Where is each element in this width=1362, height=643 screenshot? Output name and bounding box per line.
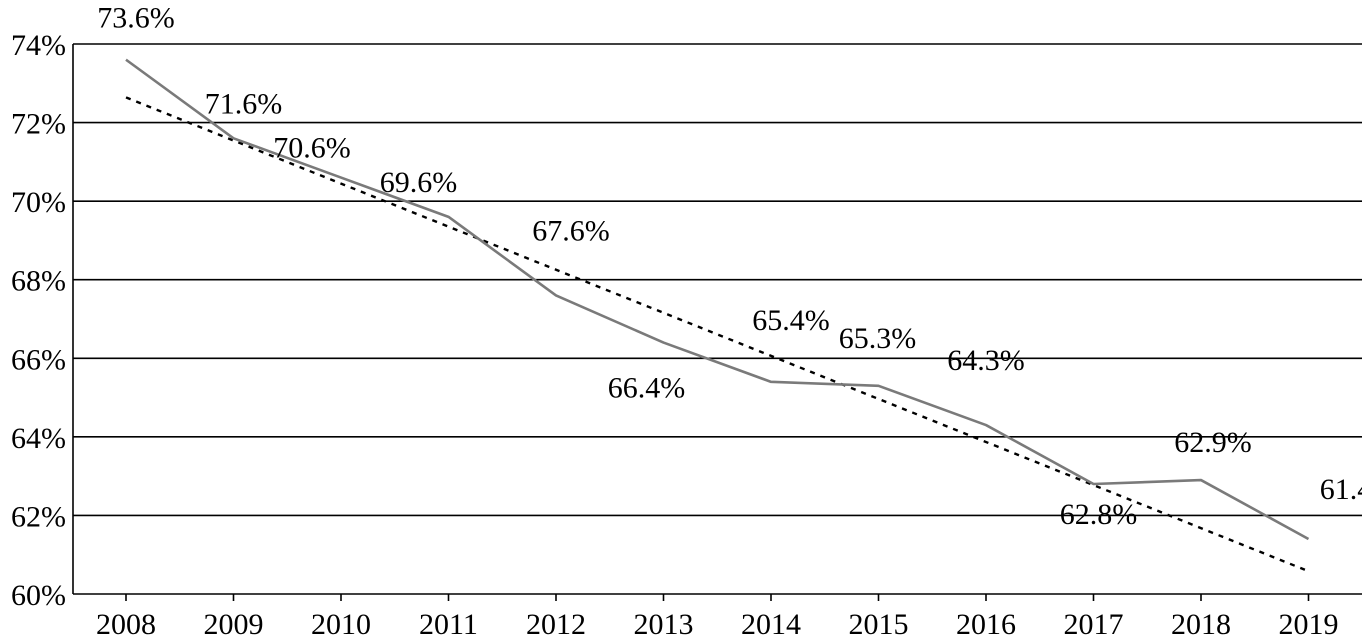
data-label: 66.4% (608, 372, 686, 405)
data-label: 67.6% (532, 214, 610, 247)
data-label: 70.6% (273, 132, 351, 165)
data-label: 62.9% (1174, 426, 1252, 459)
y-tick-label: 66% (11, 343, 66, 376)
y-tick-label: 64% (11, 422, 66, 455)
data-labels-group: 73.6% 71.6% 70.6% 69.6% 67.6% 66.4% 65.4% 65.3%… (97, 2, 1362, 531)
data-label: 61.4% (1320, 473, 1362, 506)
x-tick-label: 2012 (526, 608, 586, 638)
y-tick-label: 68% (11, 265, 66, 298)
data-label: 64.3% (947, 344, 1025, 377)
y-tick-label: 60% (11, 579, 66, 612)
y-tick-label: 74% (11, 29, 66, 62)
y-tick-label: 72% (11, 108, 66, 141)
data-label: 65.4% (752, 304, 830, 337)
gridlines (73, 43, 1362, 517)
data-label: 71.6% (205, 87, 283, 120)
x-tick-label: 2014 (741, 608, 801, 638)
data-label: 65.3% (839, 322, 917, 355)
axes (72, 44, 1362, 601)
data-label: 73.6% (97, 2, 175, 35)
data-label: 62.8% (1060, 498, 1138, 531)
y-tick-label: 70% (11, 186, 66, 219)
y-axis-tick-labels: 60% 62% 64% 66% 68% 70% 72% 74% (11, 29, 66, 612)
data-label: 69.6% (380, 166, 458, 199)
trendline-group (125, 96, 1309, 573)
x-tick-label: 2016 (956, 608, 1016, 638)
x-axis-tick-labels: 2008 2009 2010 2011 2012 2013 2014 2015 2016 2017… (96, 608, 1339, 641)
trendline (125, 96, 1309, 573)
x-tick-label: 2019 (1279, 608, 1339, 638)
x-tick-label: 2017 (1064, 608, 1124, 638)
x-tick-label: 2011 (419, 608, 478, 638)
x-tick-label: 2010 (311, 608, 371, 638)
x-tick-label: 2009 (204, 608, 264, 638)
y-tick-label: 62% (11, 500, 66, 533)
x-tick-label: 2013 (634, 608, 694, 638)
x-tick-label: 2015 (849, 608, 909, 638)
x-tick-label: 2008 (96, 608, 156, 638)
series-group (125, 58, 1310, 541)
x-tick-label: 2018 (1171, 608, 1231, 638)
series-line (125, 58, 1310, 541)
